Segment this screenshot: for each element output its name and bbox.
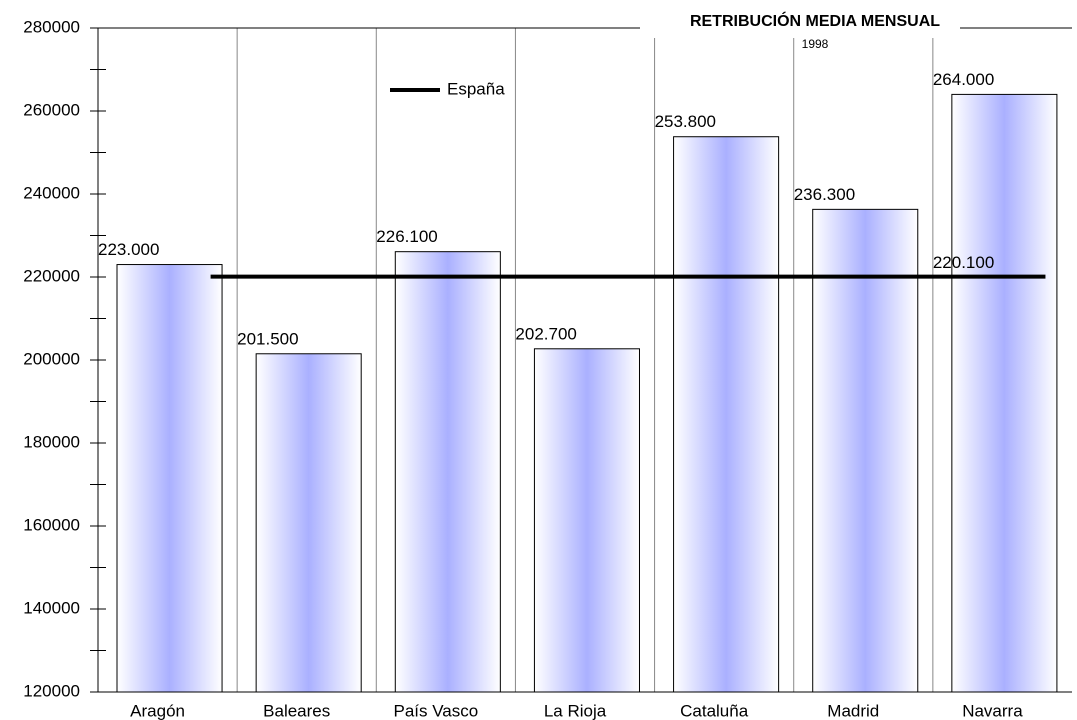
y-tick-label: 160000 xyxy=(23,515,80,534)
bar xyxy=(255,353,362,693)
grid: 120000 140000 160000 180000 200000 220000 2400… xyxy=(23,17,1072,700)
bar xyxy=(673,136,780,693)
y-tick-label: 240000 xyxy=(23,183,80,202)
x-tick-label: País Vasco xyxy=(393,701,478,720)
legend-label: España xyxy=(447,79,505,98)
bar-value-label: 226.100 xyxy=(376,227,437,246)
x-tick-label: Navarra xyxy=(962,701,1023,720)
bar xyxy=(533,348,640,693)
bar xyxy=(951,93,1058,693)
x-tick-label: La Rioja xyxy=(544,701,607,720)
bar-value-label: 223.000 xyxy=(98,240,159,259)
y-tick-label: 140000 xyxy=(23,598,80,617)
y-tick-label: 120000 xyxy=(23,681,80,700)
reference-line-label: 220.100 xyxy=(933,253,994,272)
y-tick-label: 280000 xyxy=(23,17,80,36)
x-tick-label: Baleares xyxy=(263,701,330,720)
y-tick-label: 260000 xyxy=(23,100,80,119)
bar-value-label: 201.500 xyxy=(237,329,298,348)
bar-value-label: 253.800 xyxy=(655,112,716,131)
bar xyxy=(812,208,919,693)
x-tick-label: Madrid xyxy=(827,701,879,720)
bar-value-label: 236.300 xyxy=(794,185,855,204)
y-tick-label: 180000 xyxy=(23,432,80,451)
marks: Aragón 223.000 Baleares 201.500 País Vasco 22… xyxy=(98,70,1058,720)
bar xyxy=(394,251,501,693)
bar-value-label: 264.000 xyxy=(933,70,994,89)
y-tick-label: 220000 xyxy=(23,266,80,285)
chart-title: RETRIBUCIÓN MEDIA MENSUAL xyxy=(690,11,940,30)
bar-value-label: 202.700 xyxy=(515,324,576,343)
chart-subtitle: 1998 xyxy=(802,37,829,51)
y-tick-label: 200000 xyxy=(23,349,80,368)
x-tick-label: Aragón xyxy=(130,701,185,720)
bar xyxy=(116,264,223,693)
x-tick-label: Cataluña xyxy=(680,701,749,720)
title-backdrop xyxy=(640,10,960,38)
